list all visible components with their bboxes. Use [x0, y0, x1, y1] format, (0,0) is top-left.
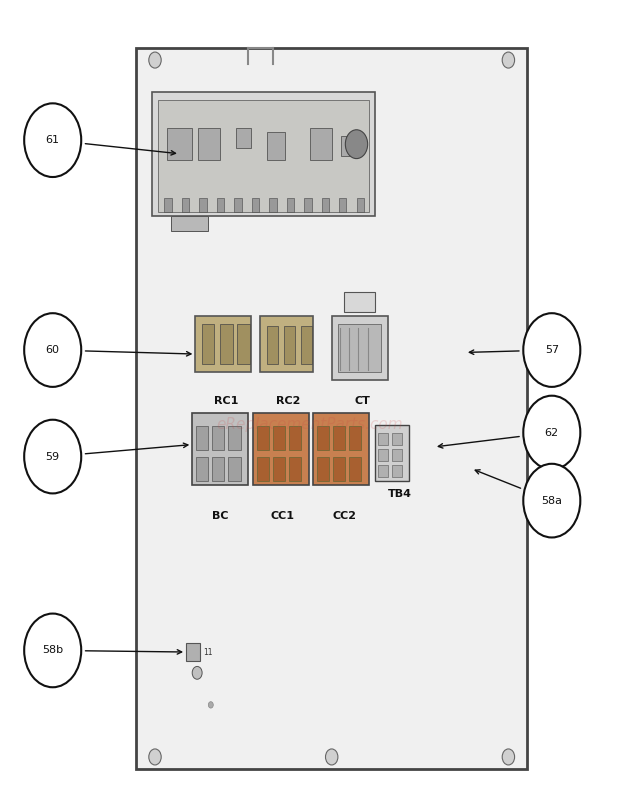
FancyBboxPatch shape: [310, 128, 332, 160]
FancyBboxPatch shape: [198, 128, 220, 160]
FancyBboxPatch shape: [344, 292, 375, 312]
FancyBboxPatch shape: [313, 413, 369, 485]
FancyBboxPatch shape: [234, 198, 242, 212]
FancyBboxPatch shape: [202, 324, 214, 364]
FancyBboxPatch shape: [237, 324, 250, 364]
FancyBboxPatch shape: [212, 426, 224, 450]
FancyBboxPatch shape: [301, 326, 312, 364]
Circle shape: [326, 749, 338, 765]
Circle shape: [523, 464, 580, 537]
FancyBboxPatch shape: [333, 426, 345, 450]
FancyBboxPatch shape: [273, 457, 285, 481]
FancyBboxPatch shape: [349, 426, 361, 450]
Circle shape: [345, 130, 368, 159]
Circle shape: [523, 396, 580, 469]
FancyBboxPatch shape: [317, 457, 329, 481]
Circle shape: [502, 749, 515, 765]
Circle shape: [24, 103, 81, 177]
FancyBboxPatch shape: [392, 449, 402, 461]
FancyBboxPatch shape: [356, 198, 364, 212]
FancyBboxPatch shape: [338, 324, 381, 372]
FancyBboxPatch shape: [228, 426, 241, 450]
Circle shape: [502, 52, 515, 68]
FancyBboxPatch shape: [317, 426, 329, 450]
FancyBboxPatch shape: [392, 433, 402, 445]
Circle shape: [149, 749, 161, 765]
FancyBboxPatch shape: [136, 48, 527, 769]
FancyBboxPatch shape: [253, 413, 309, 485]
Circle shape: [24, 614, 81, 687]
Circle shape: [523, 313, 580, 387]
FancyBboxPatch shape: [152, 92, 375, 216]
FancyBboxPatch shape: [375, 425, 409, 481]
FancyBboxPatch shape: [378, 449, 388, 461]
Circle shape: [24, 420, 81, 493]
Text: 58a: 58a: [541, 496, 562, 505]
Text: 60: 60: [46, 345, 60, 355]
FancyBboxPatch shape: [378, 433, 388, 445]
FancyBboxPatch shape: [252, 198, 259, 212]
Text: 62: 62: [545, 428, 559, 437]
FancyBboxPatch shape: [392, 465, 402, 477]
FancyBboxPatch shape: [196, 457, 208, 481]
FancyBboxPatch shape: [333, 457, 345, 481]
FancyBboxPatch shape: [284, 326, 295, 364]
Circle shape: [208, 702, 213, 708]
FancyBboxPatch shape: [196, 426, 208, 450]
FancyBboxPatch shape: [289, 426, 301, 450]
FancyBboxPatch shape: [182, 198, 189, 212]
Text: RC2: RC2: [276, 396, 301, 406]
FancyBboxPatch shape: [257, 457, 269, 481]
FancyBboxPatch shape: [164, 198, 172, 212]
FancyBboxPatch shape: [260, 316, 313, 372]
FancyBboxPatch shape: [341, 136, 356, 156]
Circle shape: [149, 52, 161, 68]
FancyBboxPatch shape: [167, 128, 192, 160]
Text: CT: CT: [355, 396, 371, 406]
FancyBboxPatch shape: [257, 426, 269, 450]
FancyBboxPatch shape: [378, 465, 388, 477]
FancyBboxPatch shape: [192, 413, 248, 485]
FancyBboxPatch shape: [186, 643, 200, 661]
FancyBboxPatch shape: [332, 316, 388, 380]
FancyBboxPatch shape: [220, 324, 232, 364]
Text: CC1: CC1: [270, 511, 294, 521]
FancyBboxPatch shape: [199, 198, 206, 212]
FancyBboxPatch shape: [304, 198, 311, 212]
FancyBboxPatch shape: [286, 198, 294, 212]
Text: 61: 61: [46, 135, 60, 145]
Circle shape: [24, 313, 81, 387]
Text: 59: 59: [46, 452, 60, 461]
FancyBboxPatch shape: [212, 457, 224, 481]
FancyBboxPatch shape: [228, 457, 241, 481]
Text: 57: 57: [545, 345, 559, 355]
Text: TB4: TB4: [388, 489, 412, 498]
Text: eReplacementParts.com: eReplacementParts.com: [216, 417, 404, 432]
Text: RC1: RC1: [214, 396, 239, 406]
FancyBboxPatch shape: [339, 198, 347, 212]
FancyBboxPatch shape: [349, 457, 361, 481]
FancyBboxPatch shape: [195, 316, 251, 372]
FancyBboxPatch shape: [269, 198, 277, 212]
FancyBboxPatch shape: [236, 128, 251, 148]
Text: 11: 11: [203, 647, 213, 657]
Text: BC: BC: [212, 511, 228, 521]
Text: CC2: CC2: [332, 511, 356, 521]
FancyBboxPatch shape: [322, 198, 329, 212]
FancyBboxPatch shape: [158, 100, 369, 212]
FancyBboxPatch shape: [273, 426, 285, 450]
FancyBboxPatch shape: [217, 198, 224, 212]
FancyBboxPatch shape: [170, 216, 208, 231]
FancyBboxPatch shape: [267, 132, 285, 160]
FancyBboxPatch shape: [289, 457, 301, 481]
Circle shape: [192, 666, 202, 679]
Text: 58b: 58b: [42, 646, 63, 655]
FancyBboxPatch shape: [267, 326, 278, 364]
